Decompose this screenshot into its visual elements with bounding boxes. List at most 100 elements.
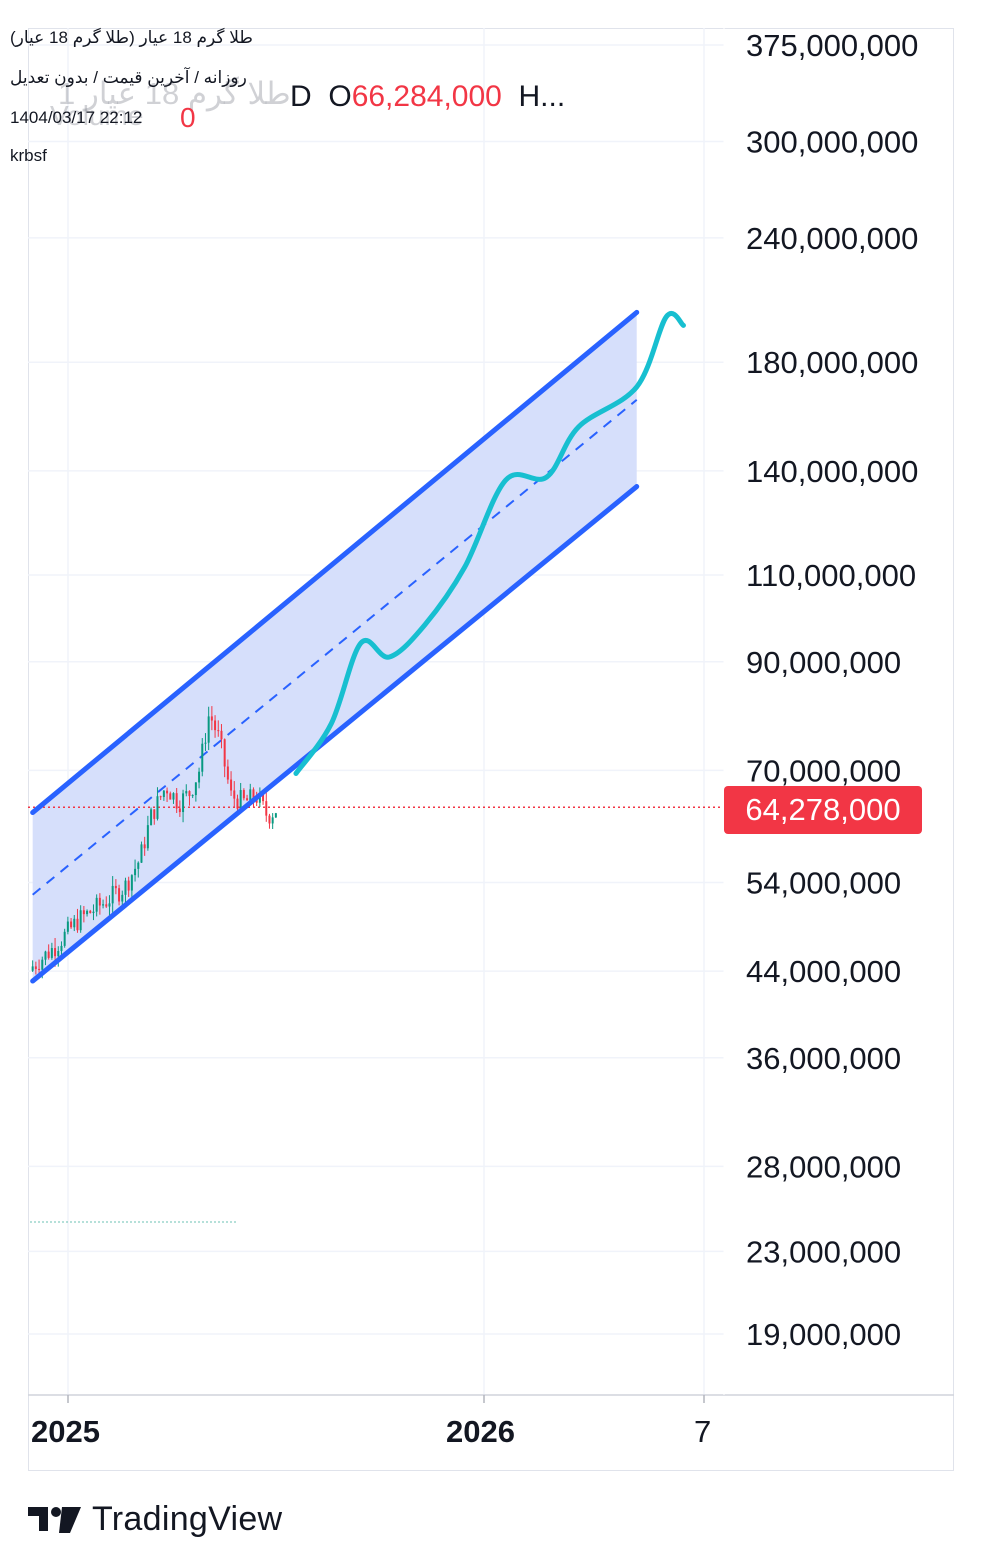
candle-body	[255, 799, 258, 803]
candle-body	[41, 959, 44, 970]
chart-frame	[28, 28, 954, 1471]
candle-body	[198, 771, 201, 783]
y-axis-labels: 375,000,000 300,000,000 240,000,000 180,000…	[746, 28, 918, 1352]
candle-body	[207, 716, 210, 743]
x-axis-label-2025: 2025	[31, 1414, 100, 1449]
candle-body	[201, 743, 204, 772]
candle-body	[268, 815, 271, 824]
candle-body	[82, 910, 85, 915]
candle-body	[34, 966, 37, 969]
candle-body	[66, 921, 69, 932]
candle-body	[262, 793, 265, 802]
candle-body	[156, 796, 159, 819]
candle-body	[137, 862, 140, 869]
candle-body	[175, 793, 178, 809]
y-tick-label: 140,000,000	[746, 454, 918, 489]
y-tick-label: 28,000,000	[746, 1149, 901, 1184]
candle-body	[92, 911, 95, 914]
candle-body	[185, 791, 188, 794]
legend-datetime: 1404/03/17 22:12	[10, 108, 143, 127]
candle-body	[233, 790, 236, 799]
y-tick-label: 180,000,000	[746, 345, 918, 380]
candle-body	[169, 793, 172, 800]
legend-open-value: 66,284,000	[351, 80, 502, 113]
tradingview-logo[interactable]: TradingView	[28, 1500, 282, 1539]
candle-body	[44, 951, 47, 960]
legend-high-label: H...	[518, 80, 566, 113]
y-tick-label: 70,000,000	[746, 753, 901, 788]
candle-body	[146, 825, 149, 849]
candle-body	[114, 885, 117, 889]
candle-body	[210, 716, 213, 721]
candle-body	[130, 875, 133, 891]
candle-body	[57, 951, 60, 957]
candle-body	[172, 793, 175, 800]
candle-body	[159, 796, 162, 798]
candle-body	[118, 888, 121, 902]
candle-body	[236, 798, 239, 809]
candle-body	[73, 918, 76, 928]
candle-body	[50, 948, 53, 958]
candle-body	[127, 880, 130, 891]
legend-volume-ghost: Volume	[50, 100, 144, 131]
tradingview-wordmark: TradingView	[92, 1500, 283, 1538]
plot-area	[28, 309, 722, 984]
candle-body	[86, 910, 89, 915]
candle-body	[194, 782, 197, 796]
y-tick-label: 36,000,000	[746, 1041, 901, 1076]
legend-interval: D	[290, 80, 312, 113]
candle-body	[246, 798, 249, 801]
candle-body	[95, 897, 98, 912]
candle-body	[102, 904, 105, 906]
candle-body	[274, 813, 277, 818]
candle-body	[178, 808, 181, 813]
y-tick-label: 240,000,000	[746, 221, 918, 256]
candle-body	[242, 790, 245, 799]
legend-open-label: O	[328, 80, 352, 113]
grid-lines	[28, 28, 724, 1395]
candle-body	[47, 951, 50, 958]
candle-body	[265, 801, 268, 816]
current-price-tag: 64,278,000	[724, 786, 922, 834]
legend-ghost-title: طلا گرم 18 عیار 1	[58, 76, 291, 111]
candle-body	[249, 789, 252, 801]
candle-body	[38, 968, 41, 970]
projection-curve	[293, 311, 686, 776]
candle-body	[230, 779, 233, 791]
candle-body	[89, 910, 92, 914]
candle-body	[54, 948, 57, 957]
x-axis-label-2026: 2026	[446, 1414, 515, 1449]
candle-body	[111, 885, 114, 904]
tradingview-logo-icon	[28, 1506, 81, 1533]
y-tick-label: 375,000,000	[746, 28, 918, 63]
candle-body	[70, 921, 73, 928]
candle-body	[252, 789, 255, 800]
candle-body	[153, 809, 156, 819]
candle-body	[140, 844, 143, 863]
candle-body	[76, 918, 79, 931]
candle-body	[217, 730, 220, 732]
candle-body	[134, 868, 137, 876]
x-axis-label-month: 7	[694, 1414, 712, 1449]
candle-body	[226, 766, 229, 780]
candle-body	[162, 790, 165, 798]
channel-upper-line	[30, 309, 640, 816]
candle-body	[223, 739, 226, 767]
candle-body	[271, 817, 274, 824]
candle-body	[143, 844, 146, 849]
candle-body	[204, 742, 207, 744]
y-tick-label: 44,000,000	[746, 954, 901, 989]
candle-body	[220, 730, 223, 740]
y-tick-label: 110,000,000	[746, 558, 916, 593]
candle-body	[166, 790, 169, 794]
legend-volume-value: 0	[180, 102, 196, 133]
candle-body	[124, 880, 127, 895]
candle-body	[214, 720, 217, 731]
candle-body	[121, 894, 124, 902]
candle-body	[258, 793, 261, 803]
legend-author: krbsf	[10, 146, 47, 165]
y-tick-label: 23,000,000	[746, 1234, 901, 1269]
y-tick-label: 54,000,000	[746, 866, 901, 901]
channel-lower-line	[30, 484, 640, 984]
